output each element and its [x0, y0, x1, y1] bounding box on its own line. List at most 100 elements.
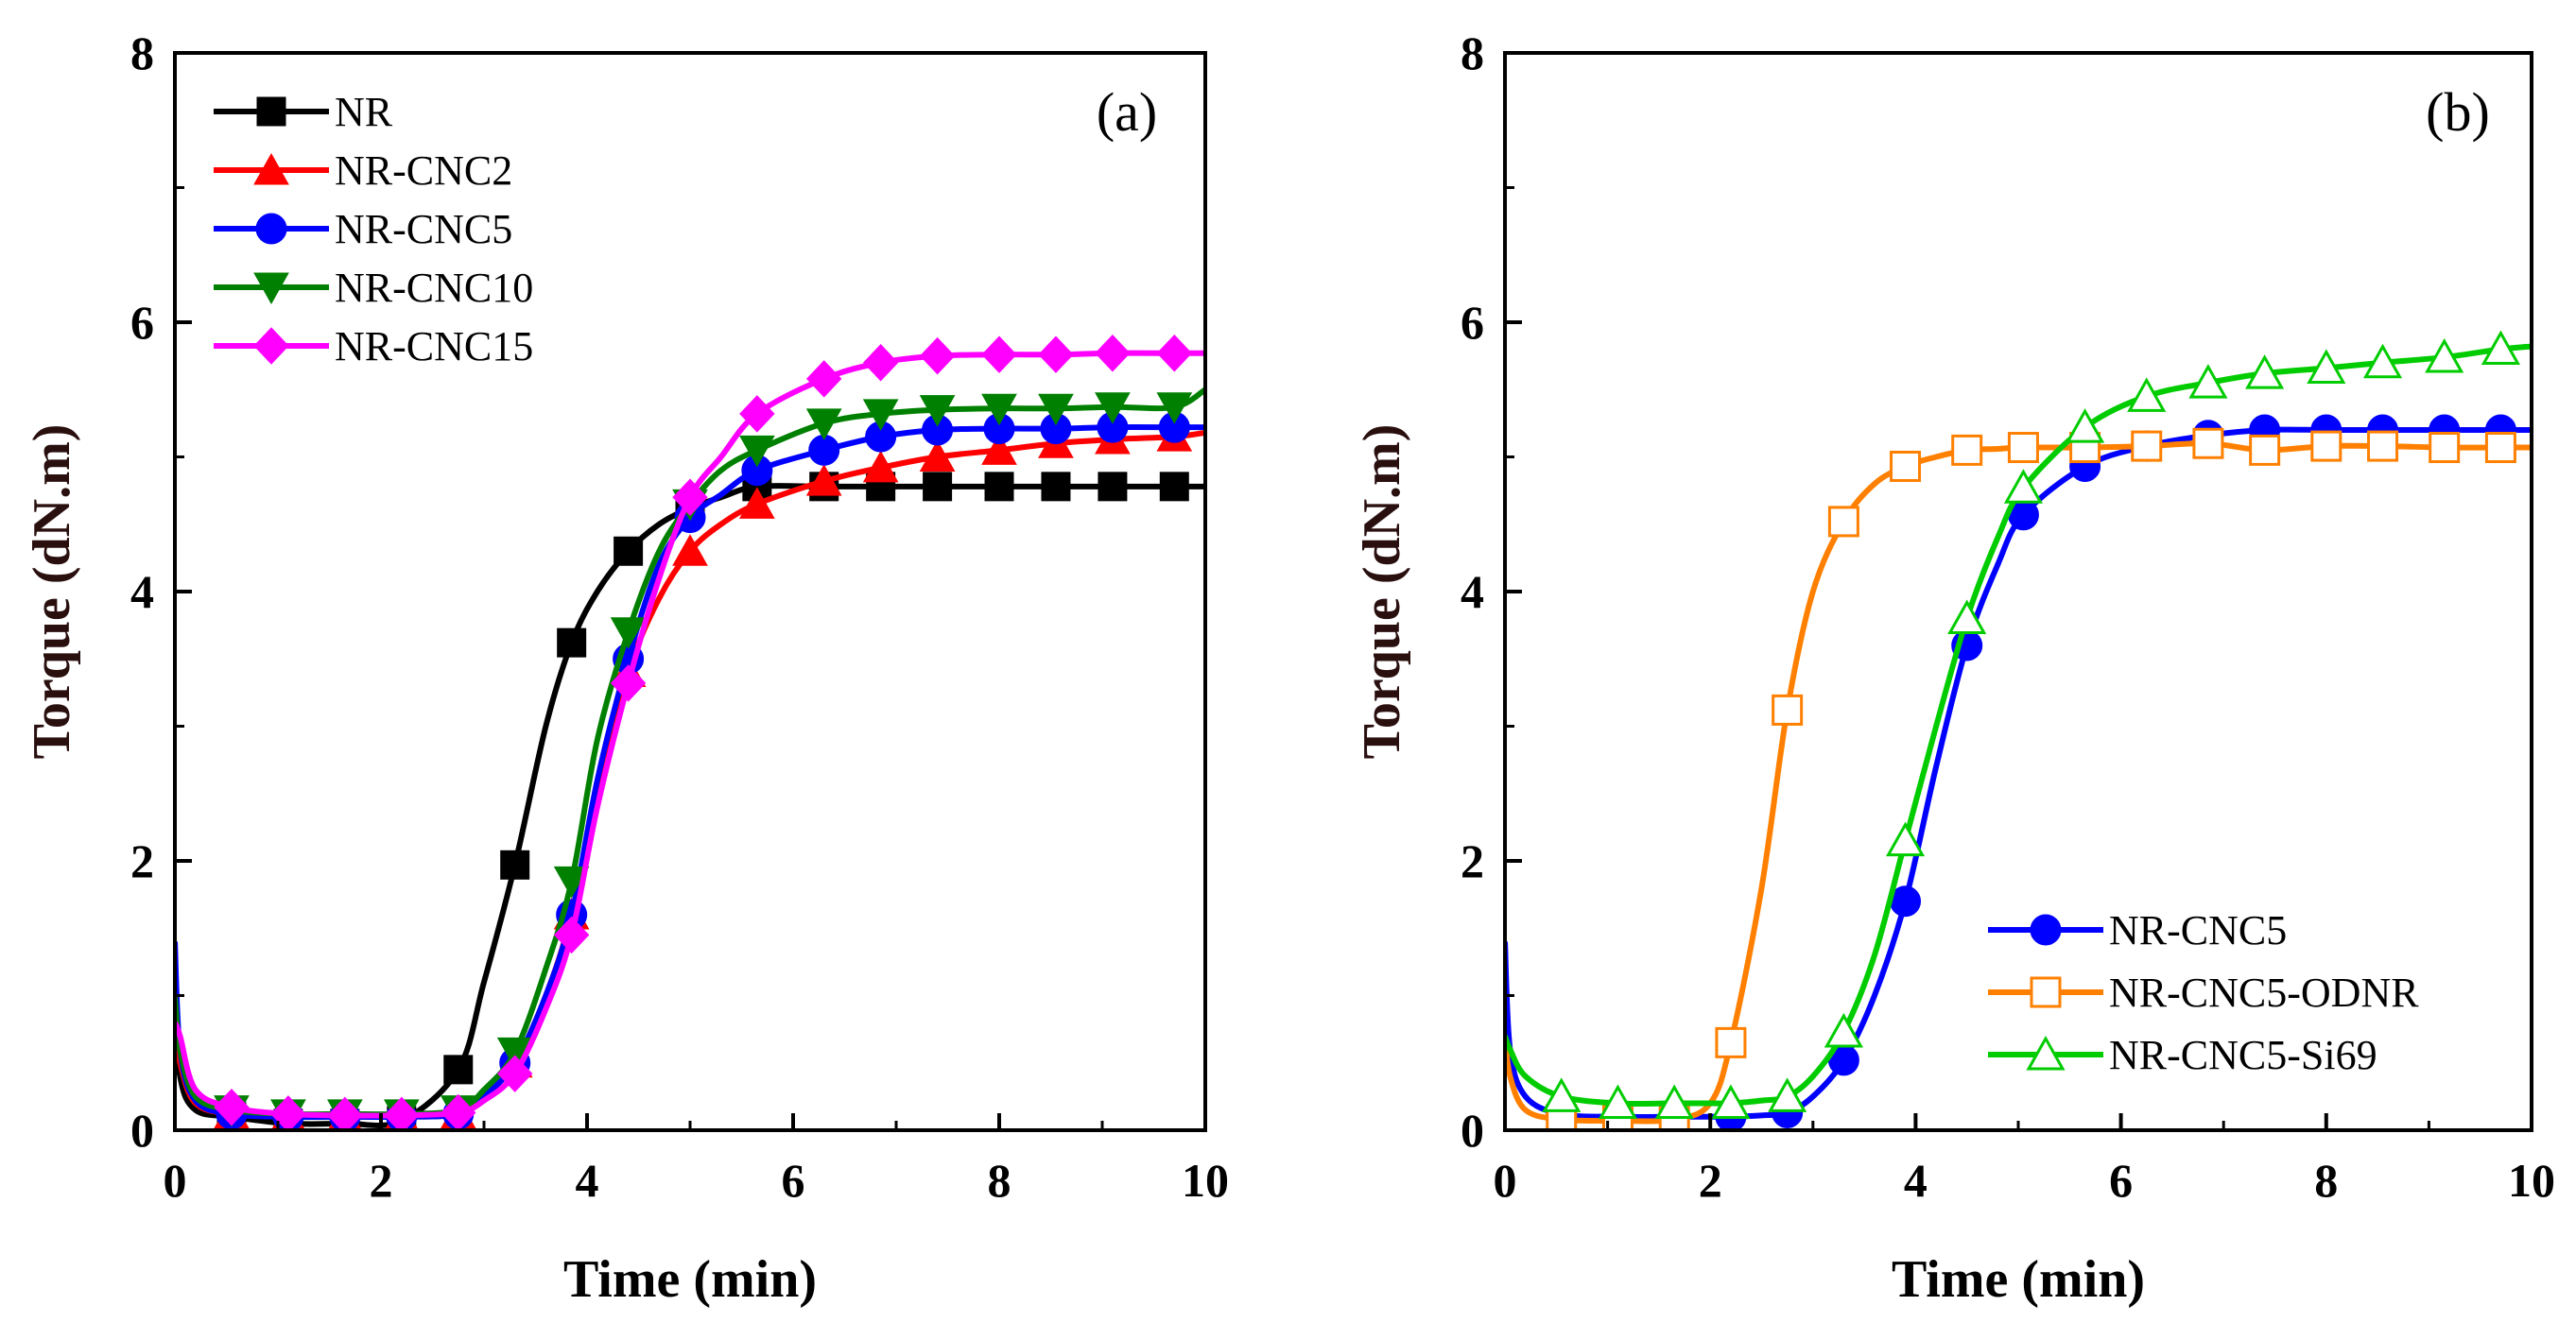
legend-item: NR-CNC5-Si69 [1988, 1032, 2377, 1078]
data-point-marker [2307, 349, 2346, 384]
y-tick-label: 0 [1461, 1104, 1484, 1157]
legend-item: NR [214, 89, 393, 135]
data-point-marker [2003, 469, 2043, 504]
series-line [1505, 426, 2532, 1120]
series-nr-cnc15 [175, 335, 1205, 1130]
data-point-marker [2367, 430, 2399, 462]
data-point-marker [984, 472, 1014, 502]
data-point-marker [2066, 408, 2105, 443]
legend-label: NR-CNC2 [335, 147, 512, 194]
x-axis-label: Time (min) [563, 1250, 817, 1309]
legend-marker-icon [2030, 976, 2062, 1008]
legend-label: NR [335, 89, 393, 135]
legend-marker-icon [2026, 1035, 2066, 1071]
data-point-marker [2245, 354, 2285, 389]
legend-label: NR-CNC15 [335, 323, 533, 369]
y-tick-label: 2 [1461, 834, 1484, 887]
data-point-marker [1768, 1077, 1807, 1112]
data-point-marker [2131, 430, 2163, 462]
data-point-marker [441, 1093, 476, 1130]
data-point-marker [1824, 1012, 1863, 1048]
data-point-marker [1095, 392, 1131, 424]
legend-item: NR-CNC10 [214, 265, 533, 311]
series-nr-cnc5-si69 [1505, 330, 2532, 1119]
y-tick-label: 8 [1461, 26, 1484, 79]
legend-marker-icon [253, 272, 289, 305]
legend-item: NR-CNC15 [214, 323, 533, 369]
data-point-marker [610, 617, 647, 649]
x-tick-label: 2 [1699, 1154, 1722, 1207]
data-point-marker [2429, 432, 2461, 464]
data-point-marker [919, 439, 956, 472]
data-point-marker [614, 536, 644, 566]
data-point-marker [919, 395, 956, 427]
data-point-marker [672, 478, 708, 516]
legend-marker-icon [2030, 914, 2062, 946]
data-point-marker [270, 1095, 306, 1130]
data-point-marker [2127, 377, 2167, 412]
panel-label: (b) [2426, 81, 2490, 143]
series-nr-cnc5 [1505, 414, 2532, 1130]
legend-label: NR-CNC5 [335, 206, 512, 252]
data-point-marker [2481, 330, 2520, 365]
data-point-marker [214, 1089, 250, 1126]
legend: NR-CNC5 NR-CNC5-ODNR NR-CNC5-Si69 [1988, 907, 2419, 1078]
data-point-marker [1159, 472, 1189, 502]
data-point-marker [2249, 434, 2281, 466]
chart-panel-a: 0 2 4 6 8 10 0 2 4 6 8 Time (min) Torque (dN.m) (a) NR… [23, 26, 1229, 1309]
data-point-marker [672, 534, 708, 566]
data-point-marker [1041, 472, 1071, 502]
data-point-marker [1654, 1084, 1694, 1119]
data-point-marker [805, 408, 842, 440]
y-tick-label: 8 [130, 26, 154, 79]
legend-marker-icon [253, 327, 289, 365]
chart-panel-b: 0 2 4 6 8 10 0 2 4 6 8 Time (min) Torque (dN.m) (b) NR… [1353, 26, 2555, 1309]
legend-item: NR-CNC5 [1988, 907, 2287, 953]
data-point-marker [500, 850, 530, 880]
data-point-marker [2007, 432, 2039, 464]
data-point-marker [1156, 335, 1192, 372]
y-axis-label: Torque (dN.m) [1353, 424, 1411, 760]
data-point-marker [919, 336, 956, 375]
data-point-marker [1715, 1026, 1747, 1058]
data-point-marker [1885, 821, 1926, 857]
data-point-marker [1890, 450, 1922, 482]
series-line [1505, 343, 2532, 1108]
series-line [175, 350, 1205, 1119]
x-tick-label: 10 [2508, 1154, 2555, 1207]
x-tick-label: 6 [782, 1154, 805, 1207]
data-point-marker [981, 393, 1017, 426]
data-point-marker [557, 627, 587, 658]
series-nr-cnc5-odnr [1505, 427, 2532, 1130]
x-tick-label: 4 [1904, 1154, 1928, 1207]
legend: NR NR-CNC2 NR-CNC5 NR-CNC10 NR-CNC15 [214, 89, 533, 369]
data-point-marker [1095, 335, 1131, 372]
legend-item: NR-CNC5-ODNR [1988, 970, 2419, 1016]
data-point-marker [1947, 599, 1987, 634]
data-point-marker [327, 1096, 363, 1130]
data-point-marker [1598, 1084, 1638, 1119]
data-point-marker [610, 664, 647, 702]
data-point-marker [553, 916, 590, 954]
data-point-marker [1772, 694, 1804, 726]
panel-label: (a) [1097, 81, 1157, 143]
data-point-marker [981, 335, 1017, 373]
y-tick-label: 6 [1461, 296, 1484, 349]
data-point-marker [1098, 472, 1128, 502]
data-point-marker [1827, 506, 1859, 538]
y-tick-label: 4 [130, 565, 154, 618]
data-point-marker [2310, 430, 2343, 462]
data-point-marker [738, 487, 775, 519]
series-line [175, 483, 1205, 1128]
data-point-marker [384, 1096, 420, 1130]
data-point-marker [443, 1055, 474, 1085]
x-tick-label: 0 [1494, 1154, 1517, 1207]
data-point-marker [738, 435, 775, 468]
data-point-marker [1038, 335, 1074, 373]
data-point-marker [2425, 337, 2464, 373]
data-point-marker [805, 464, 842, 496]
x-tick-label: 10 [1182, 1154, 1229, 1207]
y-tick-label: 0 [130, 1104, 154, 1157]
data-point-marker [862, 344, 899, 382]
